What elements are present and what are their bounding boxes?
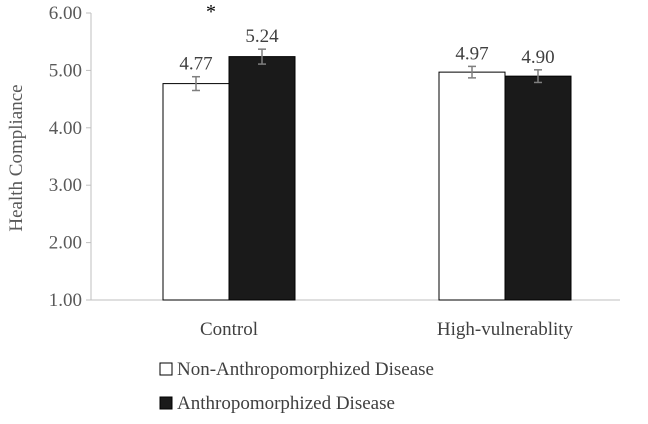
y-tick-label: 1.00 [49,290,82,311]
bar-anthropomorphized [228,56,296,301]
y-tick-label: 6.00 [49,3,82,24]
legend-swatch [159,396,173,410]
error-bar [258,48,266,65]
value-label: 4.77 [179,54,212,75]
category-label: High-vulnerablity [437,319,574,340]
legend-item: Non-Anthropomorphized Disease [159,359,434,380]
y-tick-label: 2.00 [49,233,82,254]
error-bar [534,69,542,84]
bar-non-anthropomorphized [162,83,230,301]
bar-non-anthropomorphized [438,71,506,301]
y-tick-label: 3.00 [49,175,82,196]
category-label: Control [200,319,258,340]
category-labels: Control High-vulnerablity [200,319,574,340]
annotations: * [206,1,216,23]
error-bar [192,75,200,92]
value-label: 4.90 [521,47,554,68]
error-bar [468,65,476,79]
y-tick-label: 5.00 [49,60,82,81]
bars [162,48,572,301]
value-labels: 4.77 5.24 4.97 4.90 [179,26,554,75]
legend-item: Anthropomorphized Disease [159,393,395,414]
value-label: 5.24 [245,26,279,47]
bar-anthropomorphized [504,75,572,301]
legend-label: Anthropomorphized Disease [177,393,395,414]
legend: Non-Anthropomorphized Disease Anthropomor… [159,359,434,414]
y-tick-label: 4.00 [49,118,82,139]
legend-swatch [159,362,173,376]
significance-marker: * [206,1,216,23]
value-label: 4.97 [455,43,488,64]
legend-label: Non-Anthropomorphized Disease [177,359,434,380]
y-axis-title: Health Compliance [6,84,27,231]
